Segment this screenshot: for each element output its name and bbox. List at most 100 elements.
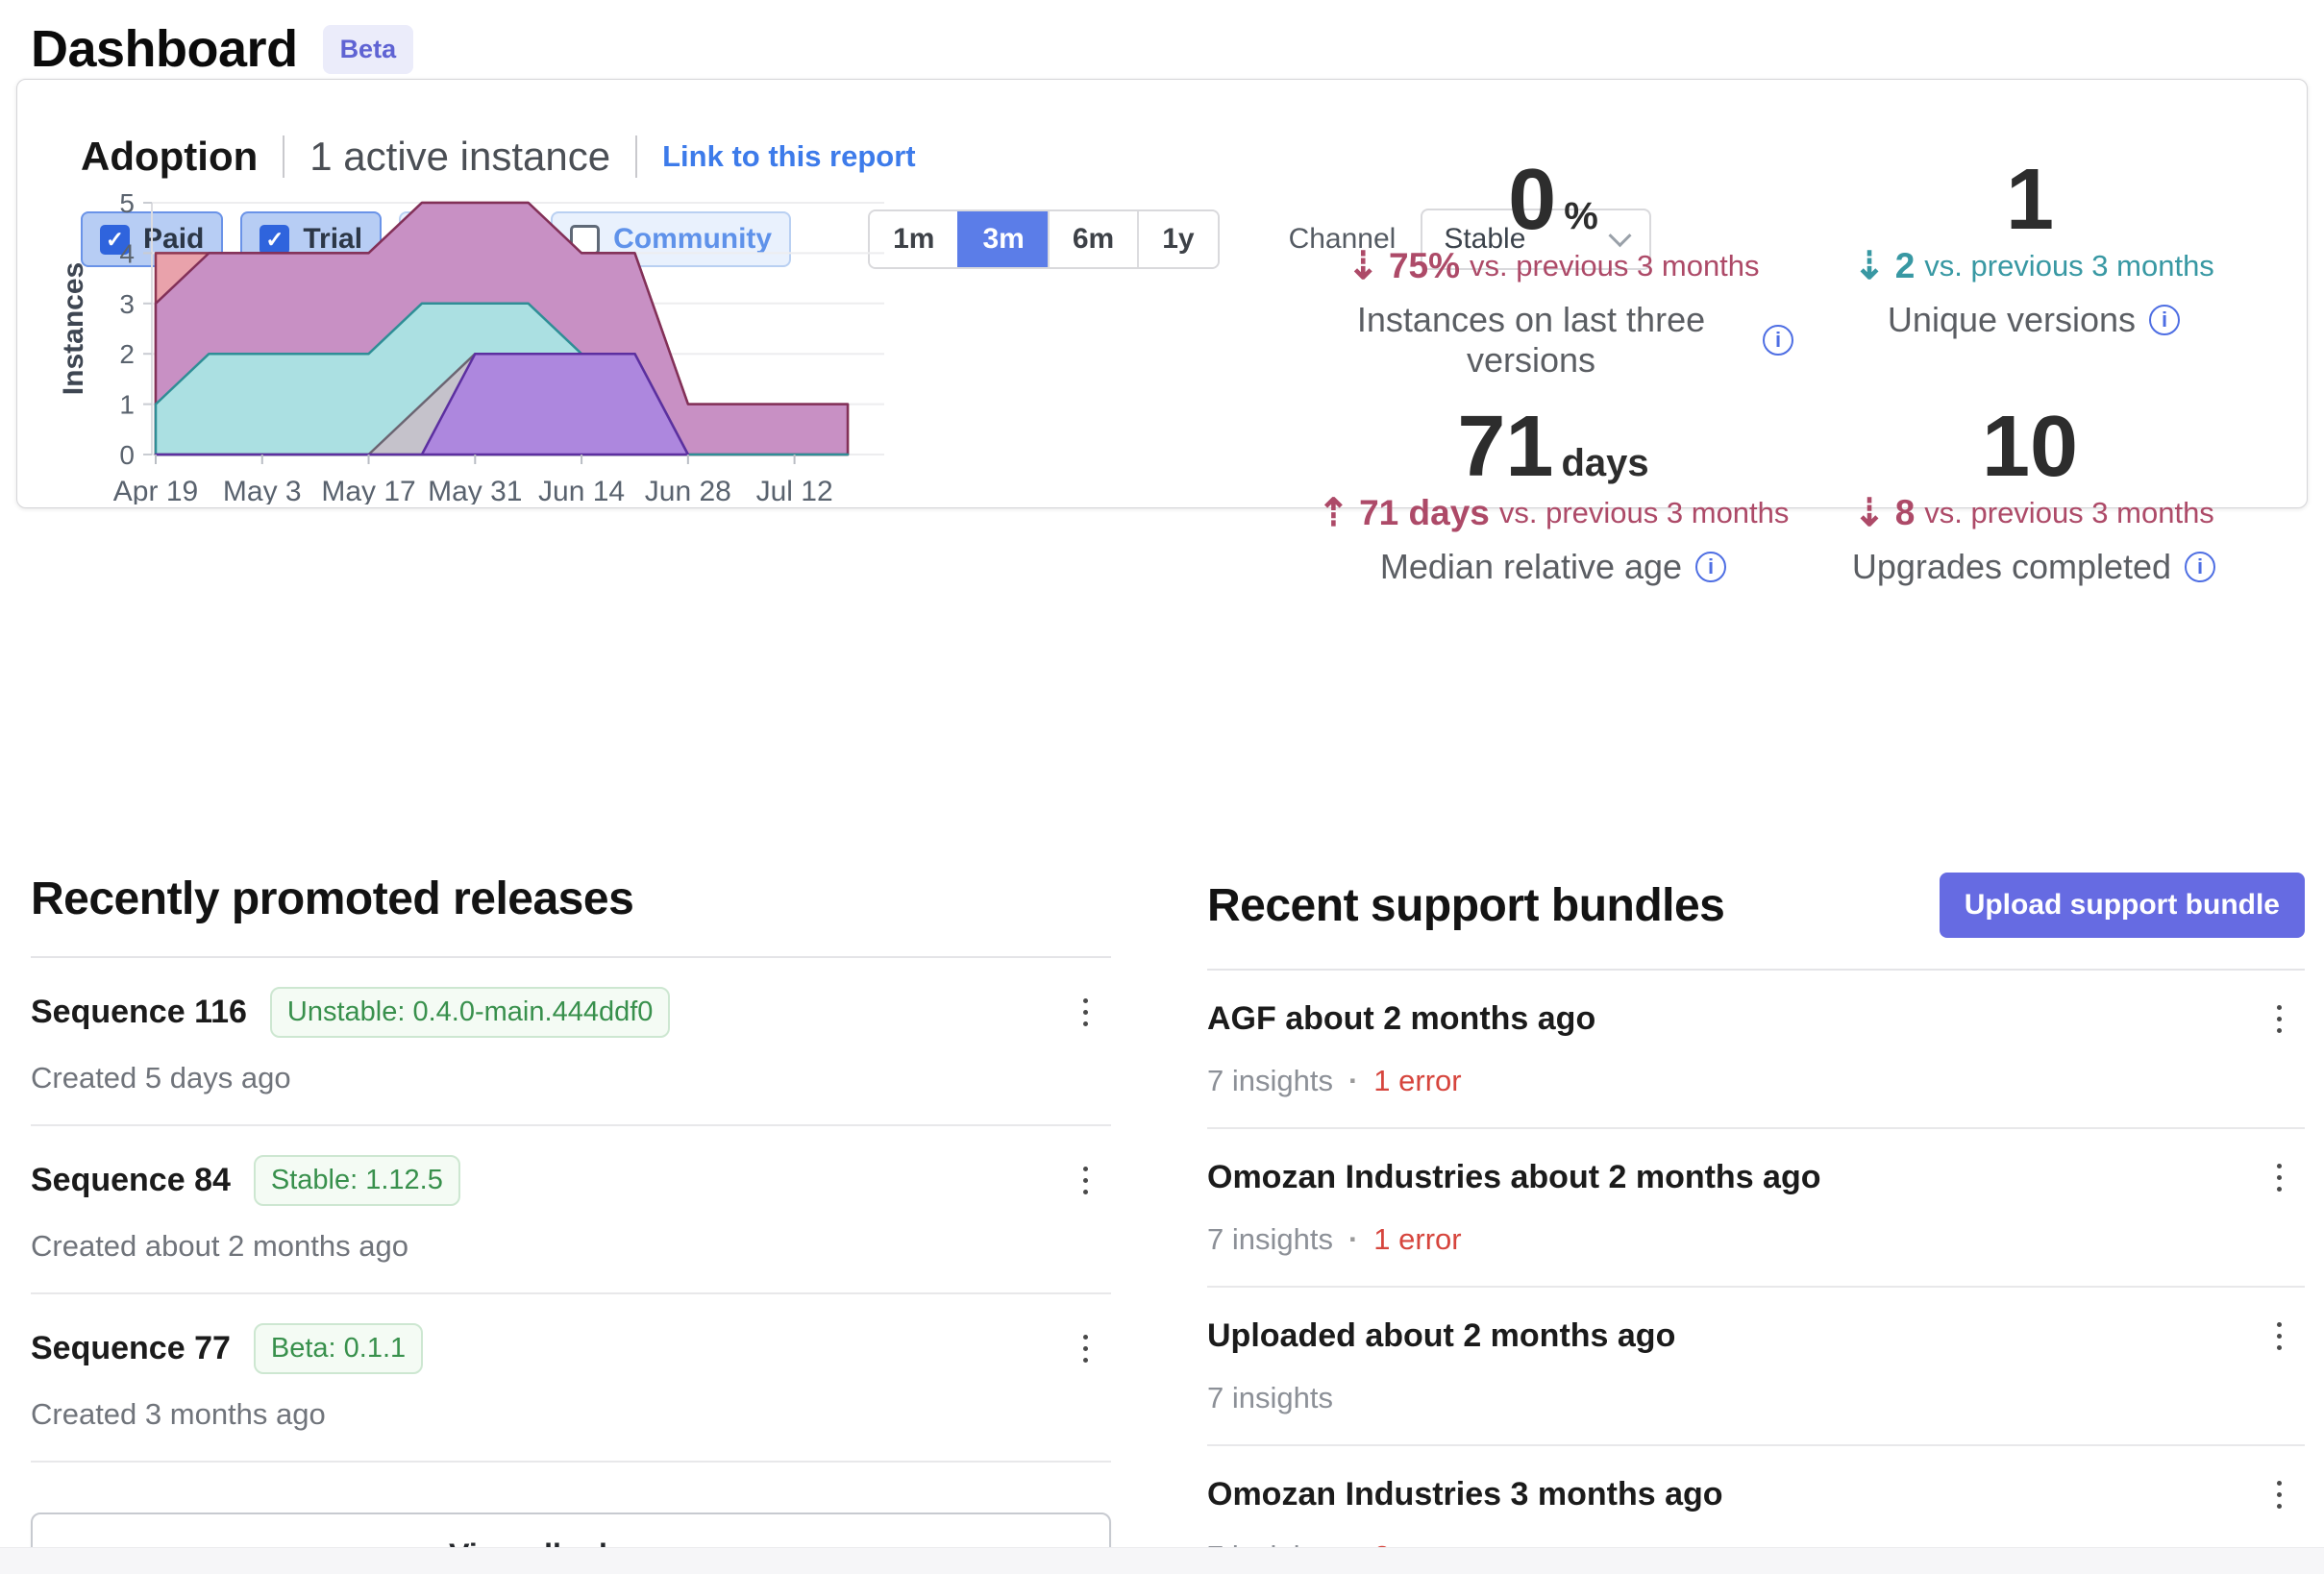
bundle-errors: 1 error xyxy=(1373,1064,1462,1097)
svg-text:Jun 28: Jun 28 xyxy=(645,476,731,504)
trend-value: 8 xyxy=(1894,492,1916,532)
metric-suffix: days xyxy=(1561,441,1649,484)
separator-dot: · xyxy=(1347,1222,1359,1256)
svg-text:1: 1 xyxy=(119,390,135,420)
metric-instances-last-three-versions: 0 % ⇣ 75% vs. previous 3 months Instance… xyxy=(1313,152,1793,381)
trend-text: vs. previous 3 months xyxy=(1470,248,1760,283)
svg-text:5: 5 xyxy=(119,188,135,218)
svg-text:3: 3 xyxy=(119,289,135,319)
metric-label: Instances on last three versions xyxy=(1356,299,1706,380)
trend-text: vs. previous 3 months xyxy=(1924,248,2214,283)
recent-releases-section: Recently promoted releases Sequence 116 … xyxy=(31,873,1111,1574)
metric-label: Unique versions xyxy=(1887,299,2137,339)
svg-text:0: 0 xyxy=(119,440,135,470)
kebab-menu-icon[interactable] xyxy=(1077,993,1094,1032)
metric-label: Median relative age xyxy=(1379,546,1683,586)
kebab-menu-icon[interactable] xyxy=(1077,1329,1094,1368)
adoption-title: Adoption xyxy=(81,134,259,179)
svg-text:4: 4 xyxy=(119,238,135,268)
active-instance-count: 1 active instance xyxy=(309,134,611,179)
svg-text:Jun 14: Jun 14 xyxy=(538,476,625,504)
adoption-card: Adoption 1 active instance Link to this … xyxy=(16,79,2308,586)
trend-text: vs. previous 3 months xyxy=(1498,495,1790,529)
metric-value: 71 xyxy=(1457,398,1554,495)
info-icon[interactable]: i xyxy=(1695,551,1727,582)
metric-unique-versions: 1 ⇣ 2 vs. previous 3 months Unique versi… xyxy=(1793,152,2274,381)
release-item: Sequence 77 Beta: 0.1.1 Created 3 months… xyxy=(31,1294,1111,1463)
adoption-metrics: 0 % ⇣ 75% vs. previous 3 months Instance… xyxy=(1313,152,2274,587)
checkbox-checked-icon[interactable]: ✓ xyxy=(260,224,290,255)
kebab-menu-icon[interactable] xyxy=(2271,1475,2287,1514)
divider xyxy=(283,135,285,178)
release-channel-badge: Unstable: 0.4.0-main.444ddf0 xyxy=(269,987,671,1038)
range-3m[interactable]: 3m xyxy=(957,211,1048,267)
footer-band xyxy=(0,1547,2324,1574)
kebab-menu-icon[interactable] xyxy=(2271,1316,2287,1356)
trend-value: 75% xyxy=(1388,245,1461,285)
release-item: Sequence 84 Stable: 1.12.5 Created about… xyxy=(31,1126,1111,1294)
link-to-report[interactable]: Link to this report xyxy=(662,139,916,173)
checkbox-checked-icon[interactable]: ✓ xyxy=(100,224,130,255)
bundle-insights: 7 insights xyxy=(1207,1064,1333,1097)
divider xyxy=(31,956,1111,958)
kebab-menu-icon[interactable] xyxy=(2271,1158,2287,1197)
bundle-item: Uploaded about 2 months ago 7 insights xyxy=(1207,1288,2305,1446)
trend-value: 2 xyxy=(1894,245,1916,285)
bundles-heading: Recent support bundles xyxy=(1207,879,1725,931)
release-created: Created 3 months ago xyxy=(31,1397,326,1431)
metric-upgrades-completed: 10 ⇣ 8 vs. previous 3 months Upgrades co… xyxy=(1793,398,2274,587)
svg-text:Instances: Instances xyxy=(60,262,89,395)
filter-label: Trial xyxy=(303,223,363,255)
trend-down-icon: ⇣ xyxy=(1853,491,1886,534)
bundle-item: Omozan Industries about 2 months ago 7 i… xyxy=(1207,1129,2305,1288)
bundle-insights: 7 insights xyxy=(1207,1222,1333,1256)
metric-value: 0 xyxy=(1508,152,1557,248)
separator-dot: · xyxy=(1347,1064,1359,1097)
adoption-card-header: Adoption 1 active instance Link to this … xyxy=(81,134,916,180)
svg-text:May 3: May 3 xyxy=(223,476,302,504)
range-1m[interactable]: 1m xyxy=(870,211,958,267)
upload-support-bundle-button[interactable]: Upload support bundle xyxy=(1939,873,2305,938)
release-title: Sequence 84 xyxy=(31,1162,231,1198)
trend-down-icon: ⇣ xyxy=(1347,244,1379,287)
channel-control: Channel Stable xyxy=(1289,209,1652,270)
metric-label: Upgrades completed xyxy=(1851,546,2172,586)
bundle-errors: 1 error xyxy=(1373,1222,1462,1256)
release-created: Created about 2 months ago xyxy=(31,1229,408,1263)
bundle-title: Uploaded about 2 months ago xyxy=(1207,1317,1676,1354)
range-1y[interactable]: 1y xyxy=(1137,211,1218,267)
svg-text:Jul 12: Jul 12 xyxy=(756,476,833,504)
info-icon[interactable]: i xyxy=(1763,324,1793,356)
release-created: Created 5 days ago xyxy=(31,1061,291,1094)
svg-text:Apr 19: Apr 19 xyxy=(113,476,198,504)
filter-label: Community xyxy=(613,223,773,255)
filter-label: Paid xyxy=(143,223,205,255)
svg-text:May 17: May 17 xyxy=(321,476,415,504)
trend-down-icon: ⇣ xyxy=(1853,244,1886,287)
metric-value: 1 xyxy=(2005,152,2055,248)
release-channel-badge: Stable: 1.12.5 xyxy=(253,1155,460,1206)
adoption-chart: 0 1 2 3 4 5 Apr 19 May 3 May 17 May 31 Jun 14 Jun 2… xyxy=(60,188,884,504)
kebab-menu-icon[interactable] xyxy=(1077,1161,1094,1200)
trend-value: 71 days xyxy=(1359,492,1490,532)
channel-value: Stable xyxy=(1444,223,1526,255)
beta-badge: Beta xyxy=(322,24,414,74)
info-icon[interactable]: i xyxy=(2149,304,2181,335)
bundle-title: AGF about 2 months ago xyxy=(1207,1000,1596,1037)
release-item: Sequence 116 Unstable: 0.4.0-main.444ddf… xyxy=(31,958,1111,1126)
range-6m[interactable]: 6m xyxy=(1047,211,1138,267)
support-bundles-section: Recent support bundles Upload support bu… xyxy=(1207,873,2305,1574)
info-icon[interactable]: i xyxy=(2185,551,2216,582)
trend-up-icon: ⇡ xyxy=(1317,491,1350,534)
bundle-insights: 7 insights xyxy=(1207,1381,1333,1414)
divider xyxy=(1207,969,2305,971)
metric-value: 10 xyxy=(1981,398,2079,495)
bottom-sections: Recently promoted releases Sequence 116 … xyxy=(31,873,2305,1574)
svg-text:2: 2 xyxy=(119,339,135,369)
time-range-selector: 1m 3m 6m 1y xyxy=(868,209,1220,269)
page-header: Dashboard Beta xyxy=(31,19,414,79)
release-channel-badge: Beta: 0.1.1 xyxy=(253,1323,424,1374)
channel-label: Channel xyxy=(1288,223,1397,255)
channel-select[interactable]: Stable xyxy=(1421,209,1652,270)
kebab-menu-icon[interactable] xyxy=(2271,999,2287,1039)
